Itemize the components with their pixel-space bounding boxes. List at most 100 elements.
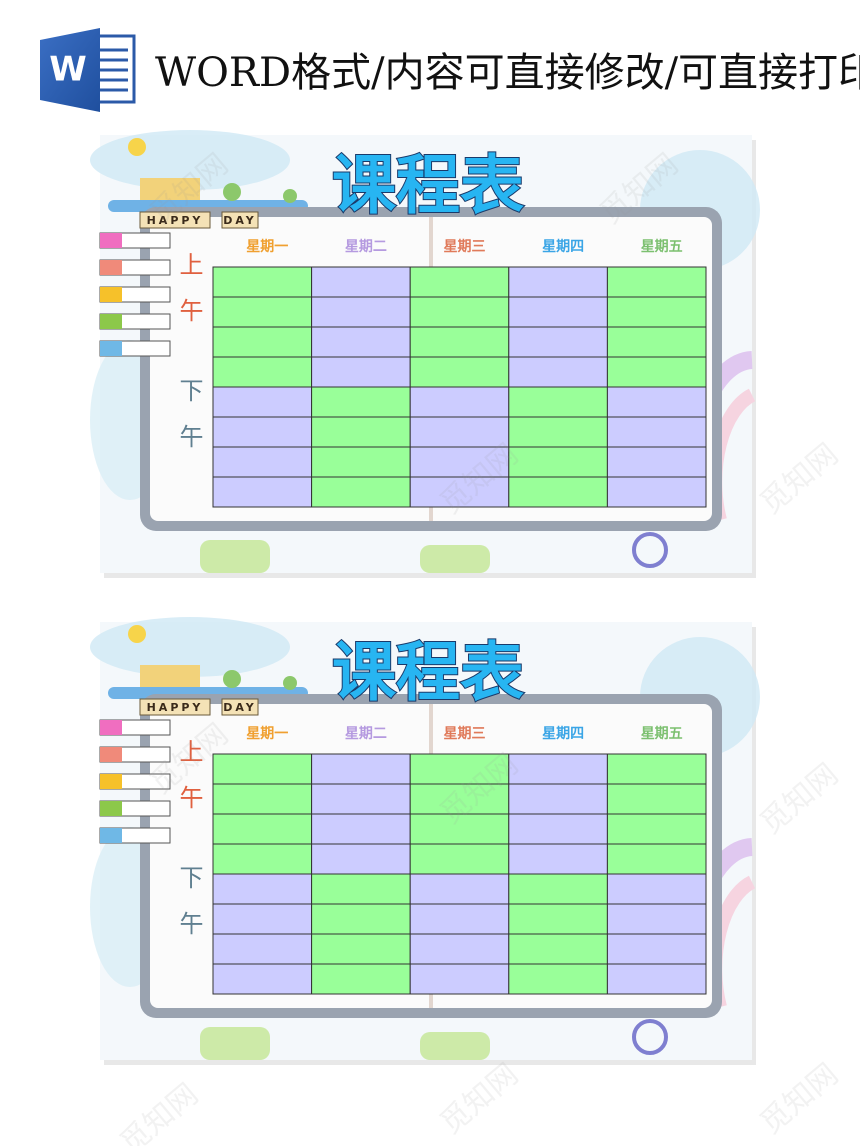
tree xyxy=(283,676,297,690)
schedule-cell xyxy=(212,963,313,995)
schedule-cell xyxy=(409,266,510,298)
side-tab-color xyxy=(100,341,122,356)
side-tab-color xyxy=(100,747,122,762)
schedule-cell xyxy=(409,963,510,995)
doc-icon-badge xyxy=(40,28,100,112)
side-tab-color xyxy=(100,774,122,789)
doc-icon-lines xyxy=(96,48,128,92)
schedule-cell xyxy=(212,753,313,785)
schedule-cell xyxy=(409,843,510,875)
schedule-cell xyxy=(212,416,313,448)
banner-tile xyxy=(139,698,211,716)
day-label: 星期三 xyxy=(444,726,486,742)
schedule-cell xyxy=(311,873,411,905)
schedule-cell xyxy=(311,843,411,875)
schedule-cell xyxy=(311,356,411,388)
watermark: 觅知网 xyxy=(754,437,845,522)
ground-shape xyxy=(200,540,270,573)
town-building xyxy=(140,178,200,200)
schedule-cell xyxy=(212,933,313,965)
schedule-cell xyxy=(311,266,411,298)
side-tab-color xyxy=(100,828,122,843)
banner-word: DAY xyxy=(223,214,257,227)
session-label: 下午 xyxy=(175,865,203,957)
sun xyxy=(128,625,146,643)
schedule-cell xyxy=(212,873,313,905)
schedule-cell xyxy=(311,296,411,328)
schedule-cell xyxy=(409,386,510,418)
schedule-cell xyxy=(311,416,411,448)
schedule-cell xyxy=(606,356,707,388)
banner-word: HAPPY xyxy=(147,214,204,227)
schedule-cell xyxy=(508,476,608,508)
tree xyxy=(223,670,241,688)
day-label: 星期一 xyxy=(246,726,288,742)
schedule-cell xyxy=(409,446,510,478)
day-label: 星期二 xyxy=(345,239,387,255)
session-label: 上午 xyxy=(175,252,203,344)
schedule-cell xyxy=(212,813,313,845)
schedule-cell xyxy=(508,813,608,845)
schedule-cell xyxy=(508,416,608,448)
day-label: 星期二 xyxy=(345,726,387,742)
schedule-cell xyxy=(212,903,313,935)
schedule-cell xyxy=(212,266,313,298)
schedule-cell xyxy=(606,873,707,905)
banner-tile xyxy=(221,211,259,229)
ground-circle xyxy=(632,1019,668,1055)
schedule-cell xyxy=(212,783,313,815)
watermark: 觅知网 xyxy=(114,1077,205,1146)
day-label: 星期五 xyxy=(641,239,683,255)
schedule-cell xyxy=(508,903,608,935)
schedule-cell xyxy=(508,753,608,785)
schedule-cell xyxy=(409,296,510,328)
schedule-cell xyxy=(606,753,707,785)
schedule-cell xyxy=(606,813,707,845)
page-title: 课程表 xyxy=(332,637,524,711)
day-label: 星期三 xyxy=(444,239,486,255)
schedule-cell xyxy=(508,963,608,995)
ground-shape xyxy=(420,545,490,573)
schedule-cell xyxy=(212,356,313,388)
town-building xyxy=(140,665,200,687)
schedule-cell xyxy=(606,933,707,965)
schedule-cell xyxy=(606,963,707,995)
schedule-cell xyxy=(508,873,608,905)
doc-icon-letter: W xyxy=(49,50,87,90)
schedule-cell xyxy=(508,783,608,815)
day-label: 星期一 xyxy=(246,239,288,255)
schedule-cell xyxy=(212,446,313,478)
schedule-cell xyxy=(409,416,510,448)
tree xyxy=(283,189,297,203)
banner-tile xyxy=(221,698,259,716)
schedule-cell xyxy=(508,843,608,875)
schedule-cell xyxy=(606,843,707,875)
schedule-cell xyxy=(311,933,411,965)
schedule-cell xyxy=(409,476,510,508)
schedule-cell xyxy=(409,356,510,388)
schedule-cell xyxy=(311,753,411,785)
day-label: 星期四 xyxy=(542,239,584,255)
schedule-cell xyxy=(606,476,707,508)
schedule-cell xyxy=(212,386,313,418)
schedule-cell xyxy=(508,356,608,388)
schedule-cell xyxy=(311,963,411,995)
schedule-cell xyxy=(311,386,411,418)
side-tab-color xyxy=(100,233,122,248)
schedule-cell xyxy=(409,783,510,815)
schedule-cell xyxy=(311,783,411,815)
schedule-cell xyxy=(508,446,608,478)
schedule-cell xyxy=(212,476,313,508)
schedule-cell xyxy=(311,903,411,935)
ground-shape xyxy=(200,1027,270,1060)
watermark: 觅知网 xyxy=(754,1057,845,1142)
schedule-cell xyxy=(606,446,707,478)
schedule-cell xyxy=(508,386,608,418)
schedule-cell xyxy=(212,296,313,328)
ground-shape xyxy=(420,1032,490,1060)
schedule-cell xyxy=(409,903,510,935)
schedule-cell xyxy=(409,813,510,845)
